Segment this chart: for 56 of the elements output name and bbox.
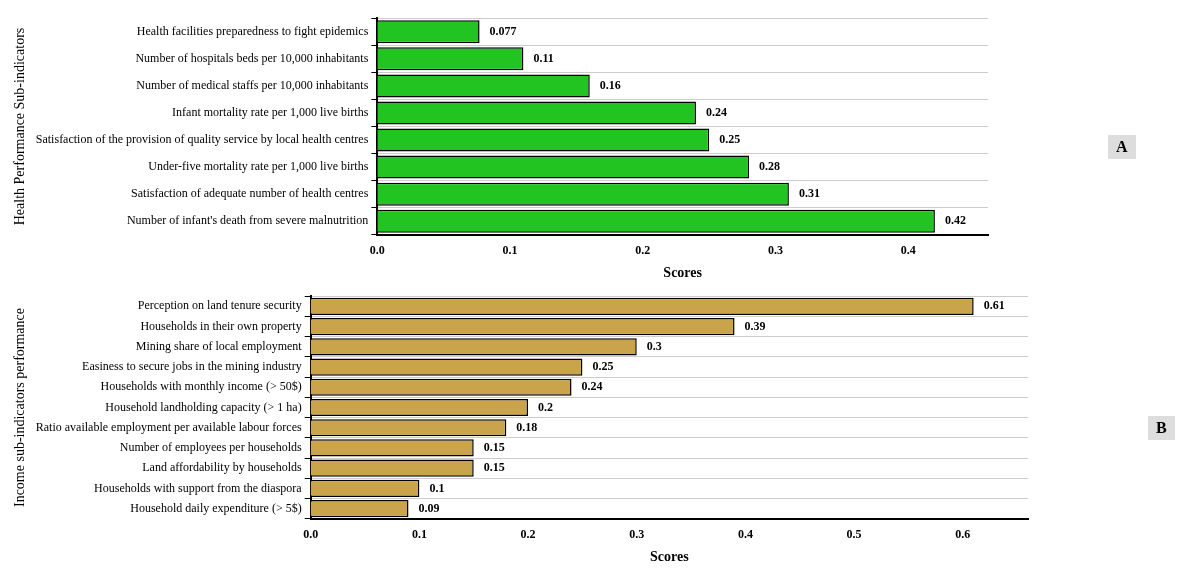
y-tick-label: Households with support from the diaspora (94, 480, 303, 495)
data-label: 0.15 (483, 460, 505, 475)
y-tick-label: Under-five mortality rate per 1,000 live births (148, 159, 369, 174)
x-tick-label: 0.1 (411, 527, 427, 542)
x-tick-label: 0.4 (737, 527, 753, 542)
x-tick-label: 0.5 (846, 527, 862, 542)
data-label: 0.25 (719, 132, 741, 147)
y-tick-label: Mining share of local employment (135, 338, 303, 353)
data-label: 0.11 (533, 50, 554, 65)
data-label: 0.18 (516, 419, 538, 434)
data-label: 0.25 (592, 359, 614, 374)
y-tick-label: Number of hospitals beds per 10,000 inhabitants (135, 50, 369, 65)
data-label: 0.42 (944, 213, 966, 228)
x-tick-label: 0.3 (629, 527, 645, 542)
y-tick-label: Easiness to secure jobs in the mining industry (82, 359, 302, 374)
data-label: 0.1 (429, 480, 445, 495)
y-tick-label: Number of infant's death from severe malnutrition (126, 213, 369, 228)
x-tick-label: 0.0 (369, 243, 385, 258)
data-label: 0.2 (538, 399, 554, 414)
y-tick-label: Households in their own property (140, 318, 302, 333)
y-tick-label: Number of employees per households (119, 440, 303, 455)
data-label: 0.61 (983, 298, 1005, 313)
data-label: 0.28 (759, 159, 781, 174)
data-label: 0.3 (646, 338, 662, 353)
data-label: 0.16 (599, 77, 621, 92)
x-tick-label: 0.0 (303, 527, 319, 542)
y-tick-label: Infant mortality rate per 1,000 live births (172, 105, 369, 120)
x-tick-label: 0.6 (955, 527, 971, 542)
y-tick-label: Number of medical staffs per 10,000 inhabitants (136, 78, 369, 93)
x-axis-title: Scores (663, 265, 703, 281)
y-axis-title: Income sub-indicators performance (12, 307, 28, 508)
data-label: 0.24 (581, 379, 603, 394)
x-tick-label: 0.2 (520, 527, 536, 542)
data-label: 0.31 (798, 186, 820, 201)
y-axis-title: Health Performance Sub-indicators (12, 27, 28, 226)
data-label: 0.39 (744, 318, 766, 333)
x-tick-label: 0.2 (635, 243, 651, 258)
x-tick-label: 0.4 (900, 243, 916, 258)
text: B (1148, 416, 1175, 440)
y-tick-label: Land affordability by households (142, 460, 303, 475)
y-tick-label: Perception on land tenure security (137, 298, 302, 313)
text: A (1108, 135, 1136, 159)
y-tick-label: Satisfaction of the provision of quality service by local health centres (35, 132, 369, 147)
y-tick-label: Household landholding capacity (> 1 ha) (105, 399, 302, 414)
x-tick-label: 0.1 (502, 243, 518, 258)
data-label: 0.24 (705, 105, 727, 120)
y-tick-label: Ratio available employment per available labour forces (35, 419, 303, 434)
x-axis-title: Scores (650, 549, 690, 565)
data-label: 0.09 (418, 500, 440, 515)
data-label: 0.077 (489, 23, 517, 38)
x-tick-label: 0.3 (768, 243, 784, 258)
y-tick-label: Household daily expenditure (> 5$) (130, 500, 302, 515)
y-tick-label: Satisfaction of adequate number of health centres (131, 186, 369, 201)
y-tick-label: Health facilities preparedness to fight epidemics (136, 23, 369, 38)
data-label: 0.15 (483, 440, 505, 455)
y-tick-label: Households with monthly income (> 50$) (100, 379, 302, 394)
